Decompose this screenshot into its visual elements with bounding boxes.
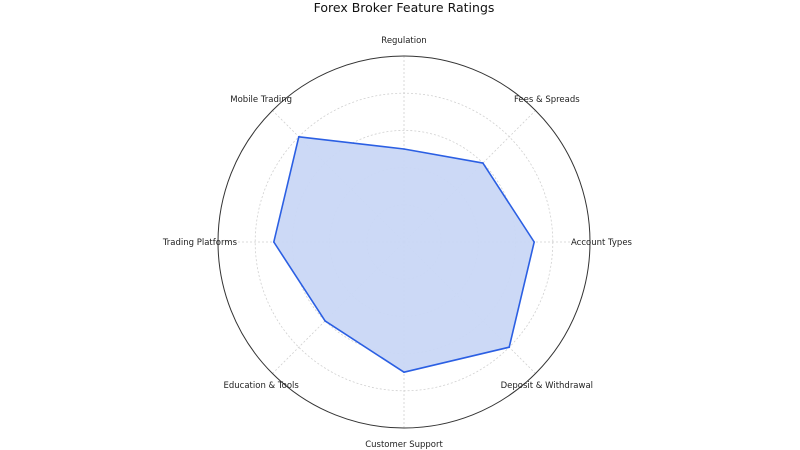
outer-circle xyxy=(217,55,591,429)
axis-label: Trading Platforms xyxy=(162,238,238,248)
data-point-0 xyxy=(403,148,405,150)
data-point-4 xyxy=(403,371,405,374)
data-point-3 xyxy=(508,346,511,349)
axis-label: Fees & Spreads xyxy=(514,95,580,105)
axis-label: Account Types xyxy=(571,238,633,248)
data-point-1 xyxy=(482,162,484,164)
data-point-7 xyxy=(297,135,300,138)
chart-title: Forex Broker Feature Ratings xyxy=(314,0,495,15)
data-point-6 xyxy=(273,241,275,243)
axis-label: Education & Tools xyxy=(224,381,300,391)
axis-label: Regulation xyxy=(381,36,426,46)
data-point-5 xyxy=(324,320,326,322)
axis-label: Mobile Trading xyxy=(230,95,292,105)
data-point-2 xyxy=(533,241,535,243)
series-area xyxy=(272,136,536,374)
axis-label: Customer Support xyxy=(365,440,443,450)
axis-label: Deposit & Withdrawal xyxy=(501,381,593,391)
